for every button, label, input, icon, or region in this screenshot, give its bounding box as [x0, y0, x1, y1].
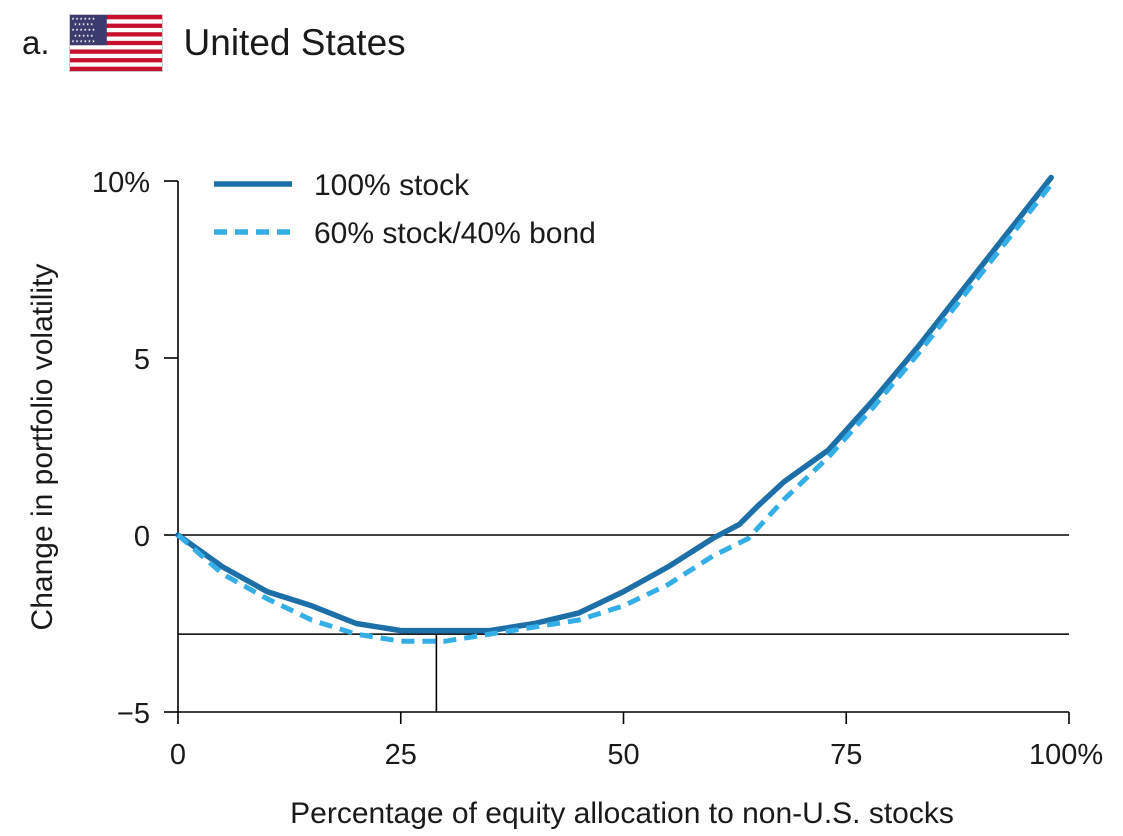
svg-text:★ ★ ★ ★ ★ ★: ★ ★ ★ ★ ★ ★ [71, 17, 95, 21]
svg-text:★ ★ ★ ★ ★ ★: ★ ★ ★ ★ ★ ★ [71, 28, 95, 32]
x-tick-label-0: 0 [170, 739, 186, 771]
svg-text:★ ★ ★ ★ ★ ★: ★ ★ ★ ★ ★ ★ [71, 39, 95, 43]
series-line-stock-100 [175, 174, 1054, 634]
panel-letter: a. [22, 24, 50, 61]
x-tick-label-3: 75 [830, 739, 862, 771]
x-tick-label-4: 100% [1029, 739, 1103, 771]
legend-label-1: 60% stock/40% bond [314, 217, 596, 250]
legend-label-0: 100% stock [314, 169, 470, 202]
x-tick-label-1: 25 [385, 739, 417, 771]
x-tick-label-2: 50 [607, 739, 639, 771]
y-tick-label-3: −5 [117, 698, 150, 730]
series-line-stock-60-bond-40 [176, 182, 1054, 644]
reference-lines [178, 534, 1069, 712]
chart-legend: 100% stock 60% stock/40% bond [214, 169, 596, 250]
chart-axes: 10%50−50 25 50 75 100% [92, 167, 1103, 771]
x-axis-label: Percentage of equity allocation to non-U… [290, 797, 954, 830]
svg-text:★ ★ ★ ★ ★: ★ ★ ★ ★ ★ [73, 34, 93, 38]
y-tick-label-0: 10% [92, 167, 150, 199]
country-title: United States [183, 22, 406, 63]
y-tick-label-1: 5 [134, 344, 150, 376]
y-axis-label: Change in portfolio volatility [26, 264, 59, 631]
series-layer [175, 174, 1054, 644]
y-tick-label-2: 0 [134, 521, 150, 553]
us-flag-icon: ★ ★ ★ ★ ★ ★ ★ ★ ★ ★ ★ ★ ★ ★ ★ ★ ★ ★ ★ ★ … [69, 15, 162, 71]
svg-text:★ ★ ★ ★ ★: ★ ★ ★ ★ ★ [73, 22, 93, 26]
panel-header: a. ★ ★ ★ ★ ★ ★ ★ ★ ★ ★ ★ ★ ★ ★ ★ ★ ★ ★ ★… [22, 12, 406, 74]
